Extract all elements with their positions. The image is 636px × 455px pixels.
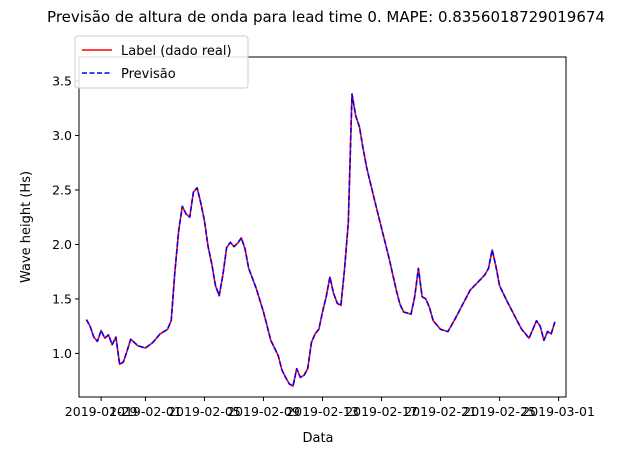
x-tick-label: 2019-02-01	[109, 404, 182, 419]
x-tick-label: 2019-02-13	[286, 404, 359, 419]
y-tick-label: 1.5	[52, 291, 72, 306]
legend-entry-forecast: Previsão	[121, 67, 176, 82]
series-line-forecast	[85, 93, 556, 387]
x-axis: 2019-01-292019-02-012019-02-052019-02-09…	[65, 397, 595, 419]
legend-entry-label: Label (dado real)	[121, 44, 232, 59]
x-tick-label: 2019-02-17	[345, 404, 418, 419]
legend: Label (dado real) Previsão	[74, 35, 249, 89]
x-tick-label: 2019-01-29	[65, 404, 138, 419]
x-axis-label: Data	[302, 431, 333, 446]
x-tick-label: 2019-02-09	[227, 404, 300, 419]
y-tick-label: 2.0	[52, 237, 72, 252]
y-axis: 1.0 1.5 2.0 2.5 3.0 3.5	[52, 73, 79, 361]
legend-box	[74, 35, 249, 89]
plot-lines	[85, 93, 556, 387]
plot-frame	[78, 56, 567, 398]
y-tick-label: 3.5	[52, 73, 72, 88]
y-tick-label: 2.5	[52, 182, 72, 197]
chart-title: Previsão de altura de onda para lead tim…	[47, 8, 605, 26]
x-tick-label: 2019-02-25	[463, 404, 536, 419]
y-axis-label: Wave height (Hs)	[19, 171, 34, 283]
x-tick-label: 2019-02-05	[168, 404, 241, 419]
y-tick-label: 1.0	[52, 346, 72, 361]
x-tick-label: 2019-03-01	[522, 404, 595, 419]
series-line-label	[85, 93, 556, 387]
y-tick-label: 3.0	[52, 128, 72, 143]
x-tick-label: 2019-02-21	[404, 404, 477, 419]
